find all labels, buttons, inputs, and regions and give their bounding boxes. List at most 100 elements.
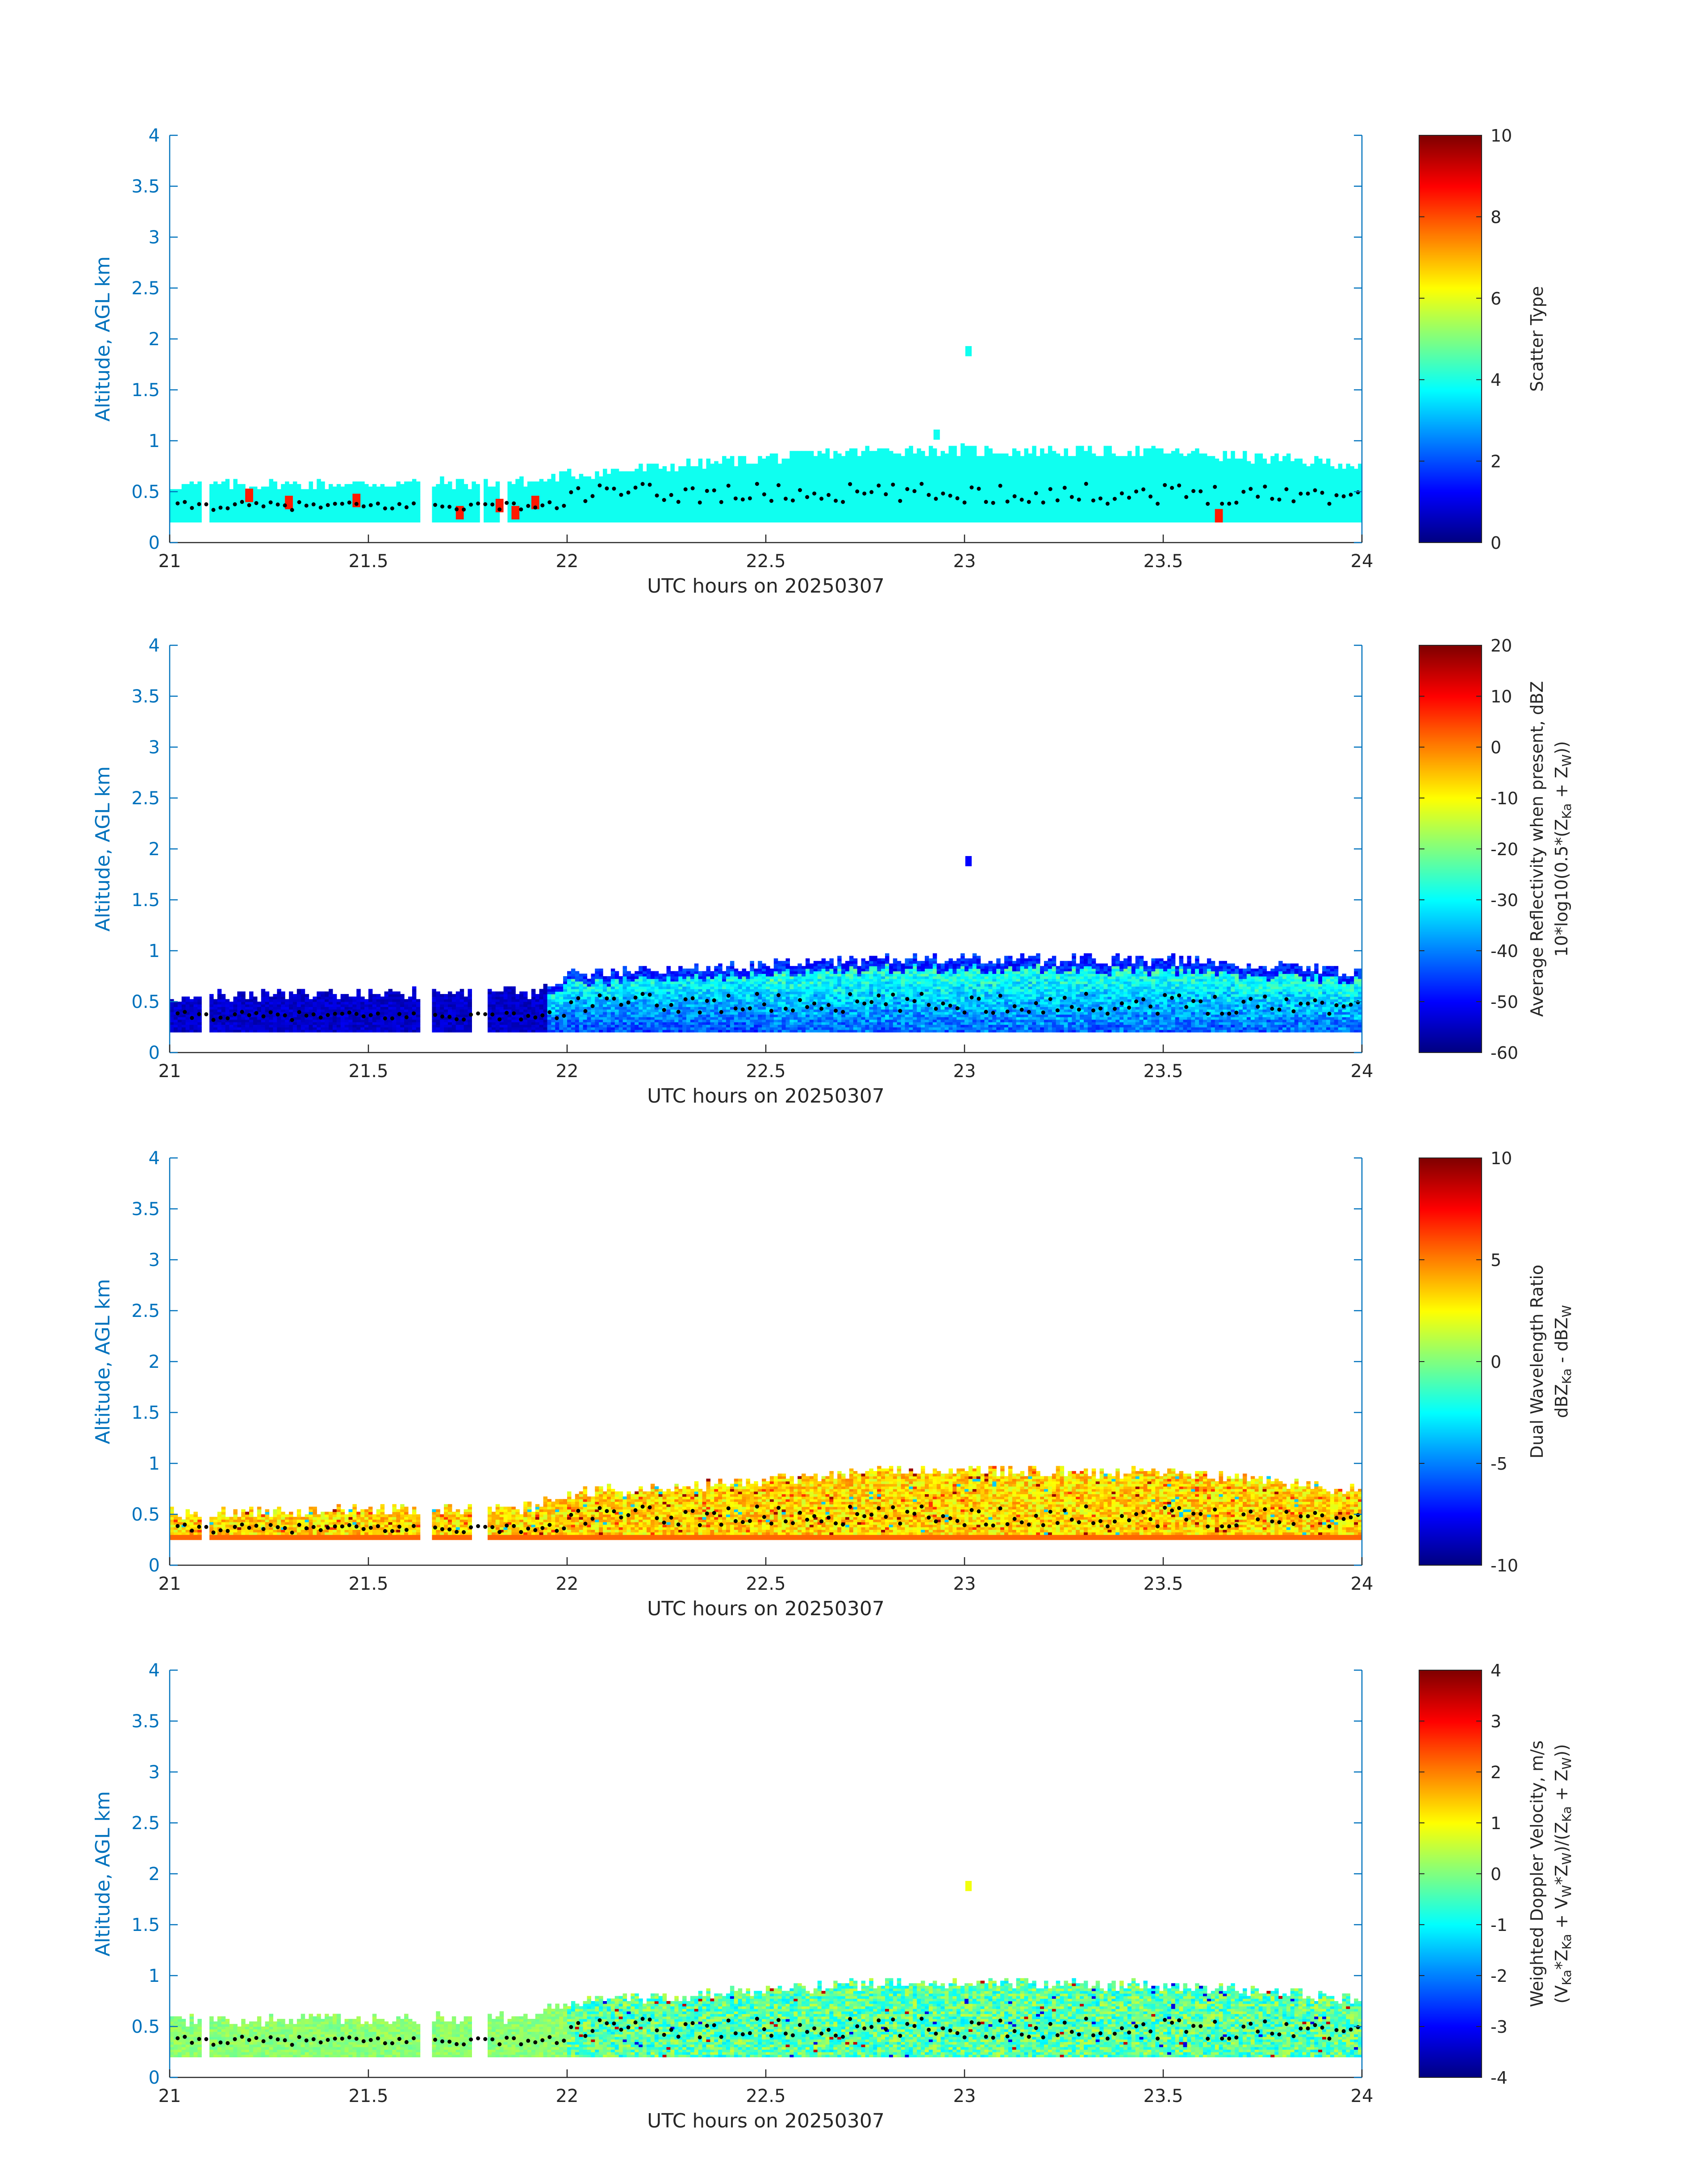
heatmap-cell bbox=[826, 469, 830, 472]
heatmap-cell bbox=[702, 499, 707, 502]
heatmap-cell bbox=[226, 502, 230, 505]
heatmap-cell bbox=[464, 489, 468, 492]
heatmap-cell bbox=[1040, 517, 1044, 520]
heatmap-cell bbox=[690, 492, 695, 494]
heatmap-cell bbox=[611, 479, 615, 482]
heatmap-cell bbox=[1064, 502, 1069, 505]
heatmap-cell bbox=[861, 502, 866, 505]
heatmap-cell bbox=[770, 510, 774, 512]
heatmap-cell bbox=[742, 494, 747, 497]
heatmap-cell bbox=[440, 494, 444, 497]
heatmap-cell bbox=[376, 489, 381, 492]
heatmap-cell bbox=[221, 497, 226, 499]
heatmap-cell bbox=[209, 497, 214, 499]
heatmap-cell bbox=[273, 484, 277, 487]
heatmap-cell bbox=[897, 507, 902, 510]
heatmap-cell bbox=[734, 471, 739, 474]
heatmap-cell bbox=[945, 487, 949, 489]
heatmap-cell bbox=[1036, 484, 1040, 487]
heatmap-cell bbox=[960, 481, 965, 484]
heatmap-cell bbox=[233, 487, 238, 489]
heatmap-cell bbox=[670, 484, 675, 487]
heatmap-cell bbox=[659, 487, 663, 489]
heatmap-cell bbox=[261, 499, 266, 502]
heatmap-cell bbox=[519, 481, 524, 484]
heatmap-cell bbox=[647, 494, 651, 497]
heatmap-cell bbox=[615, 512, 619, 515]
heatmap-cell bbox=[925, 510, 929, 512]
heatmap-cell bbox=[321, 489, 325, 492]
heatmap-cell bbox=[341, 520, 345, 522]
heatmap-cell bbox=[698, 466, 703, 469]
heatmap-cell bbox=[647, 487, 651, 489]
heatmap-cell bbox=[929, 517, 933, 520]
heatmap-cell bbox=[515, 487, 520, 489]
heatmap-cell bbox=[977, 464, 981, 466]
heatmap-cell bbox=[313, 520, 317, 522]
heatmap-cell bbox=[881, 499, 885, 502]
heatmap-cell bbox=[766, 484, 770, 487]
heatmap-cell bbox=[833, 505, 838, 507]
heatmap-cell bbox=[277, 499, 281, 502]
heatmap-cell bbox=[774, 494, 778, 497]
heatmap-cell bbox=[404, 512, 409, 515]
heatmap-cell bbox=[917, 448, 921, 451]
heatmap-cell bbox=[973, 446, 977, 448]
heatmap-cell bbox=[853, 507, 858, 510]
heatmap-cell bbox=[1032, 469, 1036, 472]
heatmap-cell bbox=[778, 479, 782, 482]
heatmap-cell bbox=[360, 514, 365, 517]
heatmap-cell bbox=[635, 517, 639, 520]
heatmap-cell bbox=[849, 499, 854, 502]
heatmap-cell bbox=[913, 456, 917, 459]
heatmap-cell bbox=[937, 507, 941, 510]
heatmap-cell bbox=[1020, 461, 1025, 464]
heatmap-cell bbox=[182, 510, 186, 512]
heatmap-cell bbox=[1064, 520, 1069, 522]
heatmap-cell bbox=[977, 517, 981, 520]
heatmap-cell bbox=[226, 512, 230, 515]
heatmap-cell bbox=[265, 497, 270, 499]
heatmap-cell bbox=[754, 487, 758, 489]
heatmap-cell bbox=[269, 507, 274, 510]
heatmap-cell bbox=[269, 505, 274, 507]
heatmap-cell bbox=[1056, 514, 1061, 517]
heatmap-cell bbox=[1084, 520, 1088, 522]
heatmap-cell bbox=[563, 514, 568, 517]
heatmap-cell bbox=[396, 512, 401, 515]
heatmap-cell bbox=[758, 499, 762, 502]
heatmap-cell bbox=[750, 481, 754, 484]
heatmap-cell bbox=[615, 481, 619, 484]
heatmap-cell bbox=[508, 489, 512, 492]
heatmap-cell bbox=[563, 487, 568, 489]
heatmap-cell bbox=[869, 505, 873, 507]
heatmap-cell bbox=[364, 497, 369, 499]
heatmap-cell bbox=[416, 484, 421, 487]
heatmap-cell bbox=[690, 471, 695, 474]
heatmap-cell bbox=[476, 484, 480, 487]
heatmap-cell bbox=[881, 474, 885, 476]
heatmap-cell bbox=[1004, 512, 1009, 515]
heatmap-cell bbox=[583, 512, 588, 515]
heatmap-cell bbox=[170, 514, 174, 517]
heatmap-cell bbox=[782, 520, 786, 522]
heatmap-cell bbox=[1119, 459, 1124, 461]
heatmap-cell bbox=[849, 466, 854, 469]
heatmap-cell bbox=[992, 484, 997, 487]
heatmap-cell bbox=[901, 456, 906, 459]
heatmap-cell bbox=[833, 459, 838, 461]
heatmap-cell bbox=[937, 502, 941, 505]
heatmap-cell bbox=[793, 476, 798, 479]
heatmap-cell bbox=[833, 517, 838, 520]
heatmap-cell bbox=[416, 514, 421, 517]
heatmap-cell bbox=[281, 510, 285, 512]
heatmap-cell bbox=[845, 517, 850, 520]
heatmap-cell bbox=[758, 469, 762, 472]
heatmap-cell bbox=[869, 520, 873, 522]
heatmap-cell bbox=[965, 451, 969, 454]
heatmap-cell bbox=[1016, 481, 1021, 484]
heatmap-cell bbox=[1052, 454, 1057, 456]
heatmap-cell bbox=[1024, 497, 1029, 499]
heatmap-cell bbox=[802, 459, 806, 461]
heatmap-cell bbox=[456, 499, 460, 502]
